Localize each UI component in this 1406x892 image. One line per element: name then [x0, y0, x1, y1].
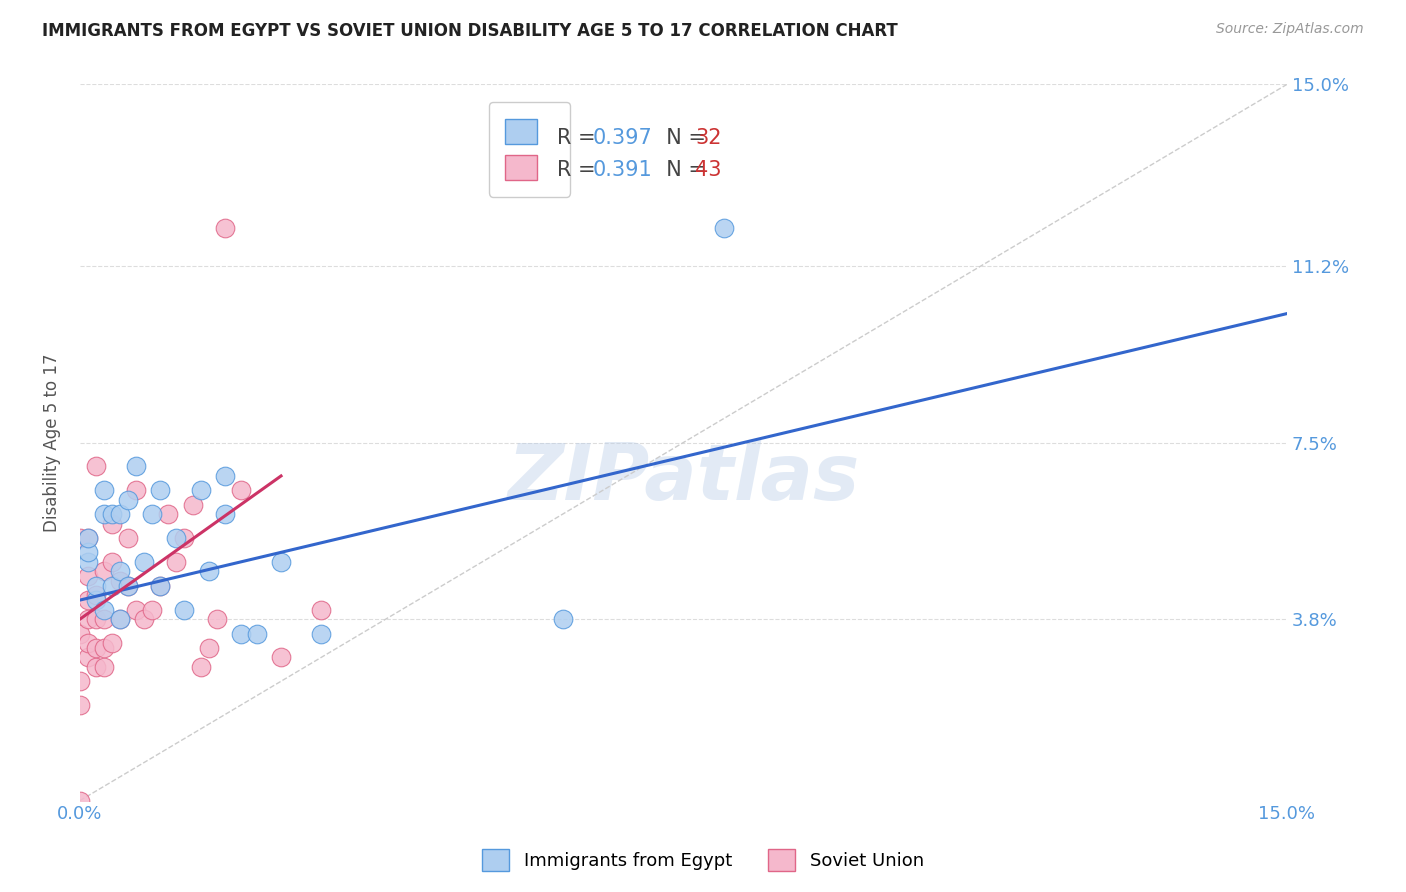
Point — [713, 220, 735, 235]
Point — [101, 516, 124, 531]
Point — [190, 483, 212, 498]
Point — [149, 579, 172, 593]
Point — [101, 555, 124, 569]
Point — [125, 459, 148, 474]
Text: R =: R = — [557, 161, 602, 180]
Point — [69, 531, 91, 545]
Point — [84, 660, 107, 674]
Point — [125, 602, 148, 616]
Point — [181, 498, 204, 512]
Text: 0.397: 0.397 — [593, 128, 652, 148]
Text: IMMIGRANTS FROM EGYPT VS SOVIET UNION DISABILITY AGE 5 TO 17 CORRELATION CHART: IMMIGRANTS FROM EGYPT VS SOVIET UNION DI… — [42, 22, 898, 40]
Point — [93, 565, 115, 579]
Text: 32: 32 — [696, 128, 721, 148]
Point — [84, 593, 107, 607]
Point — [141, 507, 163, 521]
Text: Source: ZipAtlas.com: Source: ZipAtlas.com — [1216, 22, 1364, 37]
Text: N =: N = — [654, 161, 713, 180]
Text: ZIPatlas: ZIPatlas — [508, 441, 859, 516]
Point — [149, 483, 172, 498]
Point — [229, 626, 252, 640]
Point — [93, 612, 115, 626]
Point — [69, 674, 91, 689]
Point — [77, 555, 100, 569]
Point — [134, 612, 156, 626]
Point — [214, 507, 236, 521]
Point — [93, 660, 115, 674]
Point — [77, 545, 100, 559]
Point — [101, 636, 124, 650]
Point — [93, 640, 115, 655]
Point — [141, 602, 163, 616]
Point — [101, 579, 124, 593]
Legend: , : , — [488, 102, 569, 196]
Point — [197, 640, 219, 655]
Point — [108, 612, 131, 626]
Point — [246, 626, 269, 640]
Point — [229, 483, 252, 498]
Point — [77, 531, 100, 545]
Point — [197, 565, 219, 579]
Point — [84, 579, 107, 593]
Point — [214, 469, 236, 483]
Point — [117, 492, 139, 507]
Point — [108, 574, 131, 588]
Point — [77, 569, 100, 583]
Point — [270, 650, 292, 665]
Text: 0.391: 0.391 — [593, 161, 652, 180]
Point — [173, 602, 195, 616]
Point — [117, 579, 139, 593]
Point — [69, 698, 91, 713]
Point — [93, 602, 115, 616]
Point — [134, 555, 156, 569]
Text: 43: 43 — [696, 161, 721, 180]
Point — [173, 531, 195, 545]
Point — [214, 220, 236, 235]
Y-axis label: Disability Age 5 to 17: Disability Age 5 to 17 — [44, 353, 60, 532]
Text: N =: N = — [654, 128, 713, 148]
Point — [84, 588, 107, 602]
Text: R =: R = — [557, 128, 602, 148]
Point — [165, 531, 187, 545]
Point — [84, 459, 107, 474]
Point — [77, 650, 100, 665]
Point — [309, 626, 332, 640]
Point — [125, 483, 148, 498]
Point — [149, 579, 172, 593]
Point — [157, 507, 180, 521]
Point — [77, 593, 100, 607]
Point — [77, 636, 100, 650]
Point — [108, 507, 131, 521]
Point — [190, 660, 212, 674]
Legend: Immigrants from Egypt, Soviet Union: Immigrants from Egypt, Soviet Union — [475, 842, 931, 879]
Point — [101, 507, 124, 521]
Point — [93, 483, 115, 498]
Point — [84, 640, 107, 655]
Point — [93, 507, 115, 521]
Point — [551, 612, 574, 626]
Point — [270, 555, 292, 569]
Point — [117, 531, 139, 545]
Point — [69, 626, 91, 640]
Point — [84, 612, 107, 626]
Point — [165, 555, 187, 569]
Point — [108, 612, 131, 626]
Point — [77, 612, 100, 626]
Point — [69, 794, 91, 808]
Point — [77, 531, 100, 545]
Point — [108, 565, 131, 579]
Point — [205, 612, 228, 626]
Point — [117, 579, 139, 593]
Point — [309, 602, 332, 616]
